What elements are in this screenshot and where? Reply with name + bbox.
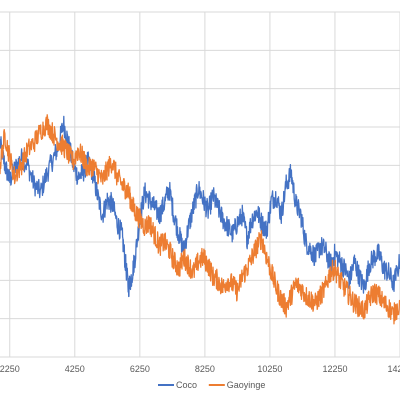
legend: Coco Gaoyinge: [158, 380, 265, 390]
legend-label-coco: Coco: [176, 380, 197, 390]
x-tick-label: 4250: [65, 364, 85, 374]
series-lines: [0, 114, 400, 325]
x-tick-label: 8250: [195, 364, 215, 374]
series-line-gaoyinge: [0, 114, 400, 325]
x-axis-tick-labels: 2250 4250 6250 8250 10250 12250 14250: [0, 364, 400, 374]
x-tick-label: 2250: [0, 364, 20, 374]
x-tick-label: 6250: [130, 364, 150, 374]
legend-label-gaoyinge: Gaoyinge: [227, 380, 266, 390]
x-tick-label: 12250: [322, 364, 347, 374]
x-tick-label: 10250: [257, 364, 282, 374]
x-tick-label: 14250: [387, 364, 400, 374]
gridlines: [0, 11, 400, 358]
